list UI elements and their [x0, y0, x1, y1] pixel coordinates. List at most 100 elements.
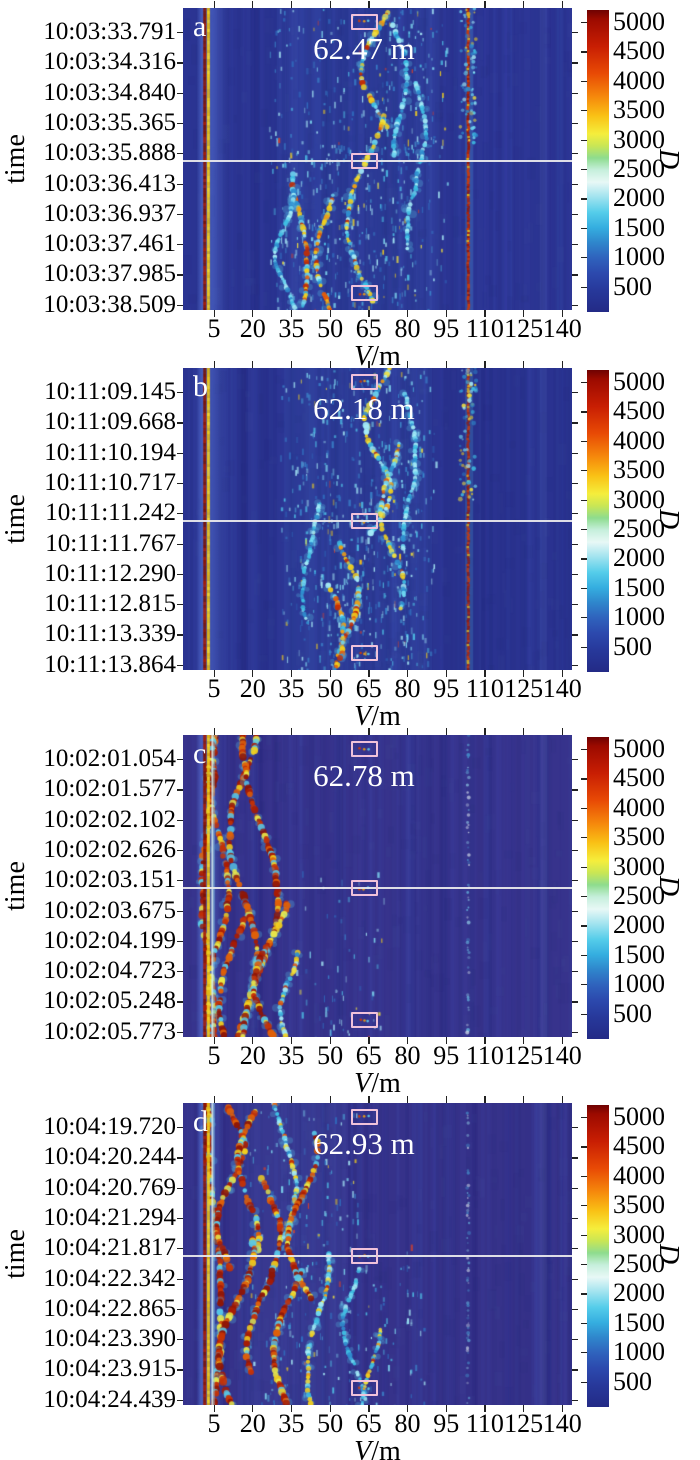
colorbar-tick-mark — [581, 1175, 587, 1177]
x-tick-label: 95 — [433, 314, 460, 343]
x-tick-mark-top — [484, 361, 486, 368]
y-tick-mark — [177, 482, 183, 485]
y-tick-mark-right — [572, 573, 578, 576]
panel-d: time 10:04:19.720 10:04:20.244 10:04:20.769… — [0, 1096, 700, 1460]
y-tick-mark — [177, 183, 183, 185]
marker-box — [350, 880, 378, 897]
marker-box — [350, 740, 378, 757]
y-tick-mark-right — [572, 1001, 578, 1003]
x-tick-mark-top — [523, 361, 525, 368]
x-tick-label: 20 — [239, 314, 266, 343]
x-tick-mark-top — [445, 728, 447, 735]
colorbar-tick-label: 2000 — [613, 910, 665, 940]
x-tick-mark-top — [290, 1096, 293, 1103]
colorbar-tick-label: 2500 — [613, 881, 665, 910]
time-tick-label: 10:02:02.102 — [43, 805, 176, 833]
colorbar-tick-mark — [581, 617, 587, 619]
x-tick-mark-top — [561, 1096, 564, 1103]
x-tick-mark-top — [484, 1096, 486, 1103]
colorbar-tick-mark — [581, 837, 587, 839]
x-tick-mark-top — [213, 1, 215, 8]
colorbar-tick-mark — [581, 984, 587, 986]
colorbar-tick-label: 5000 — [613, 7, 665, 36]
x-tick-label: 20 — [239, 1409, 266, 1438]
x-tick-mark-top — [484, 728, 486, 735]
time-tick-label: 10:03:37.461 — [43, 230, 176, 258]
y-tick-mark-right — [572, 1369, 578, 1371]
colorbar-tick-label: 4000 — [613, 1160, 665, 1190]
colorbar-tick-label: 2000 — [613, 1278, 665, 1308]
time-tick-label: 10:11:11.242 — [45, 499, 176, 527]
colorbar-tick-mark — [581, 257, 587, 259]
y-tick-mark — [177, 940, 183, 943]
colorbar-tick-label: 3500 — [613, 1190, 665, 1220]
colorbar-tick-label: 4000 — [613, 425, 665, 455]
x-tick-label: 110 — [465, 674, 504, 703]
x-axis-title: V/m — [318, 342, 438, 372]
y-tick-mark-right — [572, 422, 578, 424]
colorbar-tick-label: 3000 — [613, 484, 665, 514]
colorbar — [587, 737, 609, 1039]
y-tick-mark-right — [572, 971, 578, 973]
y-tick-mark-right — [572, 1278, 578, 1280]
colorbar-tick-mark — [581, 807, 587, 809]
time-tick-label: 10:11:10.717 — [44, 468, 176, 496]
colorbar-tick-mark — [581, 529, 587, 531]
y-tick-mark-right — [572, 62, 578, 64]
colorbar-label: D — [653, 875, 684, 897]
colorbar-tick-label: 1500 — [613, 572, 665, 602]
time-tick-label: 10:11:11.767 — [45, 529, 176, 557]
x-tick-label: 140 — [542, 1409, 582, 1438]
time-tick-label: 10:03:33.791 — [43, 18, 176, 45]
x-tick-label: 110 — [465, 1041, 504, 1070]
colorbar-tick-mark — [581, 411, 587, 413]
time-tick-label: 10:11:10.194 — [44, 438, 176, 466]
x-tick-mark-bottom — [523, 310, 525, 317]
x-tick-mark-bottom — [484, 1405, 486, 1412]
y-tick-mark-right — [572, 482, 578, 485]
y-tick-mark-right — [572, 543, 578, 545]
y-tick-mark-right — [572, 274, 578, 276]
marker-box — [350, 513, 378, 530]
y-tick-mark — [177, 971, 183, 973]
y-tick-mark-right — [572, 304, 578, 306]
x-tick-mark-top — [368, 728, 370, 735]
panel-letter: c — [193, 737, 207, 770]
colorbar-tick-mark — [581, 382, 587, 384]
x-tick-label: 125 — [504, 1041, 544, 1070]
y-tick-mark-right — [572, 759, 578, 761]
y-tick-mark — [177, 62, 183, 64]
x-axis-title: V/m — [318, 1069, 438, 1099]
x-tick-label: 65 — [355, 1041, 382, 1070]
y-tick-mark-right — [572, 1308, 578, 1311]
x-tick-label: 50 — [317, 1041, 344, 1070]
y-tick-mark-right — [572, 153, 578, 155]
colorbar-tick-mark — [581, 896, 587, 898]
time-tick-label: 10:04:19.720 — [43, 1113, 176, 1140]
time-tick-label: 10:02:05.248 — [43, 987, 176, 1015]
x-tick-mark-bottom — [329, 310, 331, 317]
colorbar-tick-label: 2000 — [613, 543, 665, 573]
time-tick-label: 10:02:05.773 — [43, 1017, 176, 1045]
x-tick-label: 50 — [317, 674, 344, 703]
x-tick-mark-top — [445, 1, 447, 8]
x-tick-mark-top — [213, 1096, 215, 1103]
y-tick-mark — [177, 1217, 183, 1220]
x-tick-label: 80 — [394, 314, 421, 343]
colorbar-tick-mark — [581, 440, 587, 442]
x-tick-mark-top — [523, 728, 525, 735]
colorbar-tick-mark — [581, 169, 587, 171]
x-tick-mark-bottom — [407, 670, 409, 677]
colorbar-tick-mark — [581, 1013, 587, 1015]
y-tick-mark-right — [572, 664, 578, 666]
y-tick-mark — [177, 634, 183, 636]
colorbar — [587, 1105, 609, 1407]
x-tick-mark-top — [561, 361, 564, 368]
y-tick-mark — [177, 1187, 183, 1189]
x-tick-mark-bottom — [329, 670, 331, 677]
x-tick-label: 95 — [433, 1409, 460, 1438]
x-tick-mark-top — [407, 1, 409, 8]
colorbar-tick-label: 3000 — [613, 851, 665, 881]
y-tick-mark-right — [572, 122, 578, 125]
x-tick-mark-top — [368, 1, 370, 8]
